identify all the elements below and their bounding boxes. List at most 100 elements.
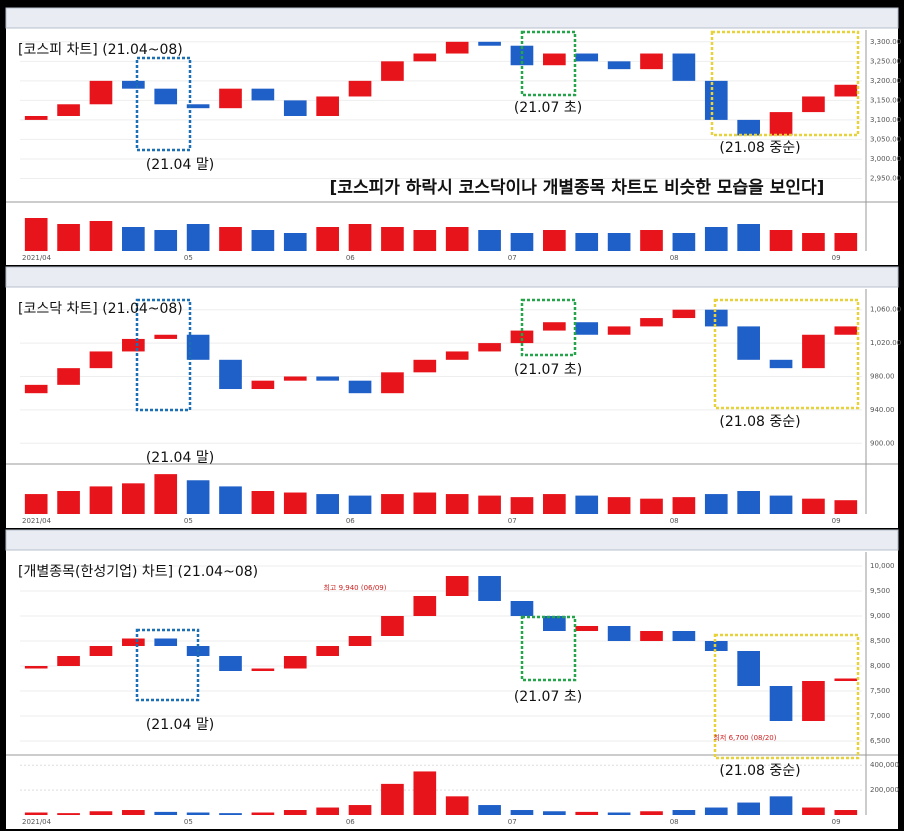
- candle-body: [413, 53, 437, 62]
- volume-bar: [186, 224, 210, 251]
- y-tick-label: 3,250.00: [870, 57, 901, 65]
- volume-bar: [704, 494, 728, 514]
- candle-body: [154, 88, 178, 105]
- volume-bar: [543, 494, 566, 514]
- volume-bar: [478, 495, 501, 514]
- candle-body: [510, 601, 534, 616]
- date-label: 06: [346, 818, 355, 826]
- volume-bar: [89, 811, 113, 815]
- volume-bar: [510, 497, 534, 514]
- y-tick-label: 9,500: [870, 587, 890, 595]
- highlight-box: [713, 633, 860, 760]
- volume-bar: [89, 221, 113, 251]
- volume-bar: [24, 494, 48, 514]
- volume-bar: [445, 796, 469, 815]
- volume-bar: [24, 218, 48, 251]
- candle-body: [348, 636, 372, 646]
- candle-body: [672, 53, 696, 81]
- date-label: 06: [346, 254, 355, 262]
- volume-bar: [89, 486, 113, 514]
- volume-bar: [510, 810, 534, 815]
- toolbar: [5, 7, 899, 29]
- candle-body: [381, 616, 404, 636]
- volume-bar: [154, 474, 178, 514]
- candle-body: [316, 376, 339, 381]
- toolbar: [5, 529, 899, 551]
- candle-body: [413, 359, 437, 373]
- date-label: 06: [346, 517, 355, 525]
- volume-bar: [122, 810, 145, 815]
- candle-body: [57, 368, 80, 385]
- candle-body: [510, 330, 534, 344]
- candle-body: [704, 80, 728, 120]
- candle-body: [316, 96, 339, 116]
- candle-body: [413, 596, 437, 616]
- volume-bar: [834, 233, 858, 251]
- volume-bar: [672, 233, 696, 251]
- volume-bar: [316, 494, 339, 514]
- toolbar: [5, 266, 899, 288]
- candle-body: [704, 641, 728, 651]
- candle-body: [672, 631, 696, 641]
- candle-body: [251, 668, 275, 671]
- volume-bar: [607, 497, 631, 514]
- volume-bar: [834, 810, 858, 815]
- volume-bar: [57, 491, 80, 514]
- volume-bar: [316, 227, 339, 251]
- volume-bar: [704, 227, 728, 251]
- annotation: (21.07 초): [514, 689, 582, 705]
- y-tick-label: 6,500: [870, 737, 890, 745]
- volume-bar: [575, 495, 599, 514]
- volume-bar: [445, 227, 469, 251]
- date-label: 09: [832, 517, 841, 525]
- volume-bar: [640, 230, 663, 251]
- date-label: 08: [670, 517, 679, 525]
- annotation: (21.08 중순): [719, 414, 800, 430]
- chart-title: [코스피 차트] (21.04~08): [18, 42, 183, 58]
- volume-bar: [575, 811, 599, 815]
- annotation: (21.08 중순): [719, 763, 800, 779]
- volume-bar: [348, 224, 372, 251]
- candle-body: [57, 656, 80, 666]
- volume-bar: [575, 233, 599, 251]
- highlight-box: [713, 298, 860, 410]
- candle-body: [769, 112, 793, 136]
- volume-bar: [478, 230, 501, 251]
- candle-body: [283, 656, 307, 669]
- volume-bar: [251, 230, 275, 251]
- volume-bar: [348, 495, 372, 514]
- volume-bar: [802, 807, 825, 815]
- highlight-box: [135, 298, 192, 412]
- candle-body: [89, 80, 113, 105]
- candle-body: [575, 626, 599, 631]
- volume-bar: [640, 811, 663, 815]
- volume-bar: [381, 494, 404, 514]
- highlight-box: [520, 30, 577, 97]
- candle-body: [251, 380, 275, 390]
- candle-body: [704, 309, 728, 327]
- highlight-box: [135, 628, 200, 702]
- candle-body: [510, 45, 534, 66]
- annotation: (21.04 말): [146, 717, 214, 733]
- candle-body: [737, 119, 760, 136]
- date-label: 09: [832, 818, 841, 826]
- candle-body: [543, 616, 566, 631]
- date-label: 09: [832, 254, 841, 262]
- candle-body: [251, 88, 275, 101]
- candle-body: [24, 116, 48, 120]
- volume-bar: [510, 233, 534, 251]
- volume-bar: [316, 807, 339, 815]
- candle-body: [737, 651, 760, 686]
- candle-body: [24, 666, 48, 669]
- highlight-box: [135, 56, 192, 152]
- candle-body: [834, 326, 858, 335]
- candle-body: [316, 646, 339, 656]
- y-tick-label: 1,020.00: [870, 339, 901, 347]
- candle-body: [24, 384, 48, 394]
- candle-body: [575, 53, 599, 62]
- volume-bar: [737, 224, 760, 251]
- annotation: [코스피가 하락시 코스닥이나 개별종목 차트도 비슷한 모습을 보인다]: [330, 178, 825, 198]
- y-tick-label: 10,000: [870, 562, 895, 570]
- volume-bar: [186, 480, 210, 514]
